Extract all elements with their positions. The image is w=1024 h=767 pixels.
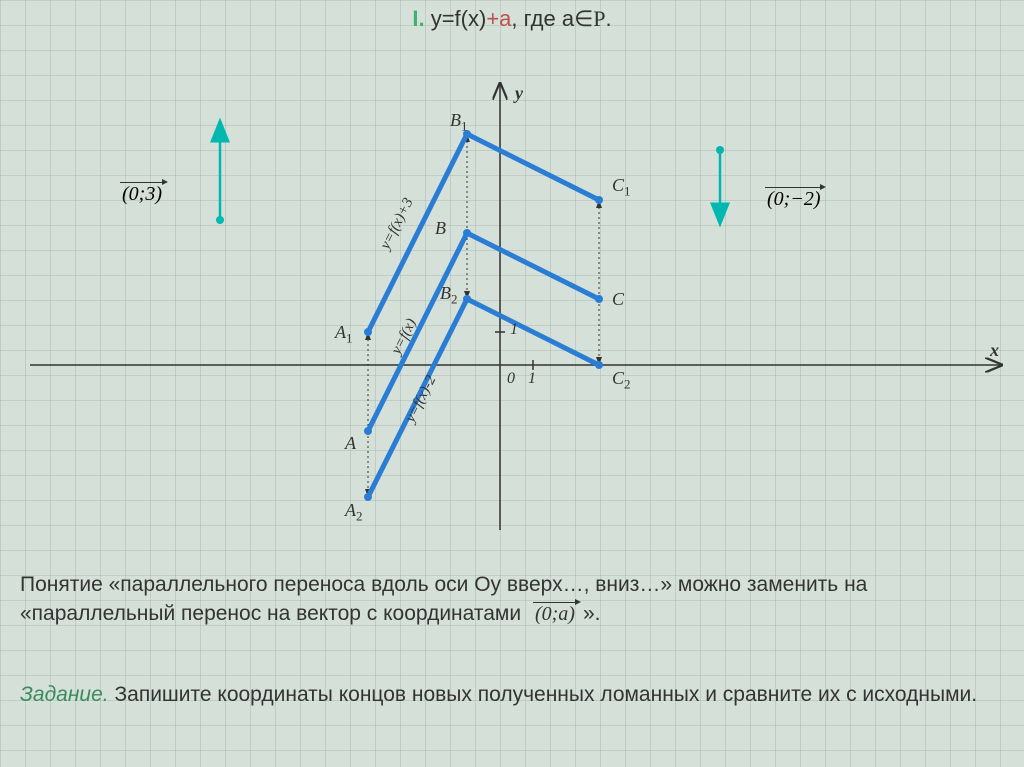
pt-b bbox=[463, 229, 471, 237]
paragraph-1: Понятие «параллельного переноса вдоль ос… bbox=[20, 570, 1004, 629]
title-formula: y=f(x) bbox=[431, 6, 487, 31]
label-b2: B2 bbox=[440, 283, 458, 308]
label-b1: B1 bbox=[450, 110, 468, 135]
page-title: I. y=f(x)+a, где a∈P. bbox=[412, 6, 611, 32]
title-roman: I. bbox=[412, 6, 424, 31]
vec-down-label: (0;−2) bbox=[765, 188, 822, 211]
title-set: P bbox=[593, 6, 605, 31]
x-axis-label: x bbox=[990, 340, 999, 361]
pt-b2 bbox=[463, 295, 471, 303]
task-block: Задание. Запишите координаты концов новы… bbox=[20, 680, 1004, 709]
title-where: , где a∈ bbox=[511, 6, 593, 31]
chart-area: x y 0 1 1 A B C A1 B1 C1 A2 B2 C2 y=f(x)… bbox=[0, 55, 1024, 545]
title-plus-a: +a bbox=[486, 6, 511, 31]
label-c2: C2 bbox=[612, 368, 631, 393]
paragraph-end: ». bbox=[583, 602, 601, 625]
pt-c1 bbox=[595, 196, 603, 204]
y-axis-label: y bbox=[515, 83, 523, 104]
label-a: A bbox=[345, 433, 356, 454]
label-a1: A1 bbox=[335, 322, 353, 347]
pt-a2 bbox=[364, 493, 372, 501]
chart-svg bbox=[0, 55, 1024, 545]
label-b: B bbox=[435, 218, 446, 239]
title-dot: . bbox=[606, 6, 612, 31]
pt-c2 bbox=[595, 361, 603, 369]
x-unit-label: 1 bbox=[528, 370, 536, 388]
paragraph-vector: (0;a) bbox=[533, 600, 577, 628]
graph-up bbox=[368, 134, 599, 332]
pt-a1 bbox=[364, 328, 372, 336]
label-c: C bbox=[612, 289, 624, 310]
task-label: Задание. bbox=[20, 683, 109, 706]
pt-c bbox=[595, 295, 603, 303]
label-a2: A2 bbox=[345, 500, 363, 525]
vec-up-label: (0;3) bbox=[120, 183, 164, 206]
label-c1: C1 bbox=[612, 175, 631, 200]
task-text: Запишите координаты концов новых получен… bbox=[114, 683, 977, 706]
paragraph-text: Понятие «параллельного переноса вдоль ос… bbox=[20, 573, 867, 625]
origin-label: 0 bbox=[507, 370, 515, 388]
y-unit-label: 1 bbox=[510, 321, 518, 339]
pt-a bbox=[364, 427, 372, 435]
